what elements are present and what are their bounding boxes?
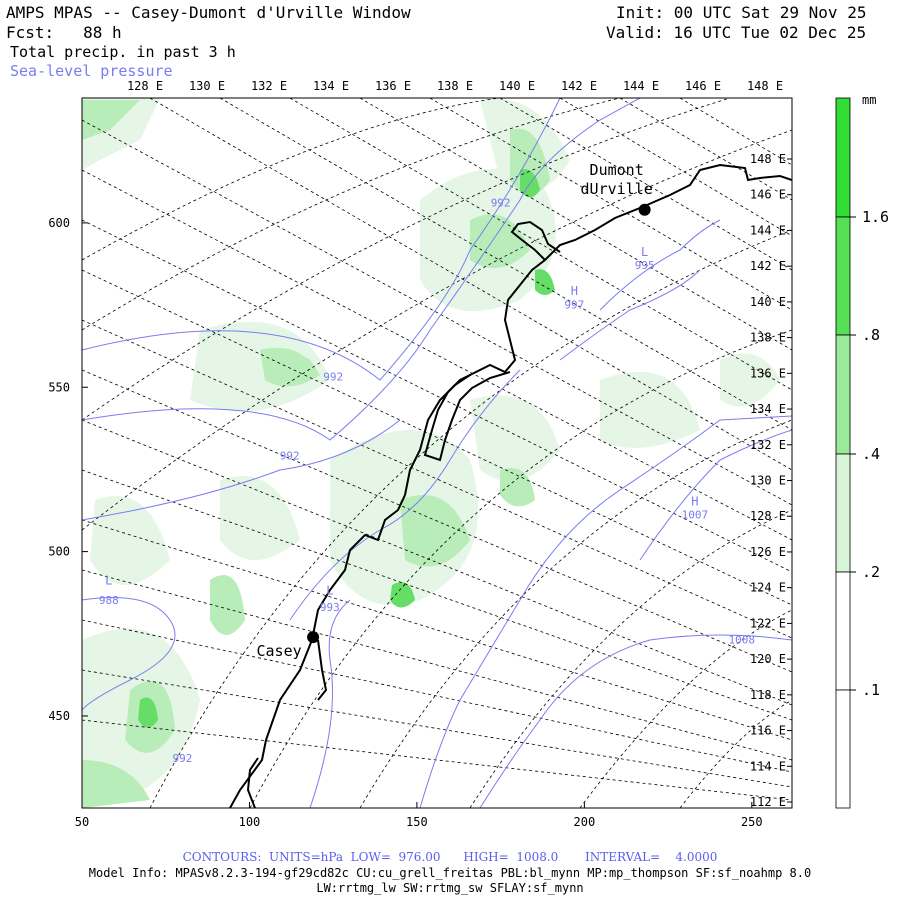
- x-tick-label: 200: [574, 815, 596, 829]
- station-name: Dumont: [590, 161, 644, 179]
- pressure-value-label: 997: [564, 298, 584, 311]
- pressure-labels: 992 992 992 992 993 988 995 997 1007 1008 L L L H H: [99, 196, 755, 765]
- right-lon-label: 142 E: [750, 259, 786, 273]
- right-lon-label: 132 E: [750, 438, 786, 452]
- contour-info: CONTOURS: UNITS=hPa LOW= 976.00 HIGH= 10…: [182, 850, 718, 864]
- coastline: [229, 163, 792, 808]
- right-lon-label: 140 E: [750, 295, 786, 309]
- pressure-value-label: 992: [280, 450, 300, 463]
- station-dot: [638, 203, 651, 216]
- plot-frame: [81, 97, 793, 809]
- pressure-value-label: 1008: [729, 634, 756, 647]
- x-tick-label: 50: [75, 815, 89, 829]
- right-lon-label: 134 E: [750, 402, 786, 416]
- x-tick-label: 150: [406, 815, 428, 829]
- x-tick-label: 100: [239, 815, 261, 829]
- x-axis: 50 100 150 200 250: [75, 802, 763, 829]
- legend-swatch: [835, 453, 851, 573]
- legend-label: .4: [862, 445, 880, 463]
- top-longitude-labels: 128 E 130 E 132 E 134 E 136 E 138 E 140 E 142 E…: [127, 79, 783, 93]
- pressure-center-marker: L: [641, 245, 648, 259]
- right-lon-label: 112 E: [750, 795, 786, 809]
- right-lon-label: 128 E: [750, 509, 786, 523]
- pressure-value-label: 995: [635, 259, 655, 272]
- right-lon-label: 136 E: [750, 366, 786, 380]
- right-longitude-labels: 148 E 146 E 144 E 142 E 140 E 138 E 136 E 134 E…: [750, 152, 792, 809]
- station-dot: [307, 631, 320, 644]
- right-lon-label: 138 E: [750, 331, 786, 345]
- top-lon-label: 144 E: [623, 79, 659, 93]
- forecast-hour: Fcst: 88 h: [6, 23, 122, 42]
- y-tick-label: 600: [48, 216, 70, 230]
- model-info-line2: LW:rrtmg_lw SW:rrtmg_sw SFLAY:sf_mynn: [316, 881, 584, 895]
- top-lon-label: 134 E: [313, 79, 349, 93]
- legend-label: .2: [862, 563, 880, 581]
- right-lon-label: 130 E: [750, 474, 786, 488]
- right-lon-label: 146 E: [750, 188, 786, 202]
- station-name: Casey: [257, 642, 302, 660]
- x-tick-label: 250: [741, 815, 763, 829]
- station-name: dUrville: [581, 180, 653, 198]
- legend-label: .1: [862, 681, 880, 699]
- legend-unit: mm: [862, 93, 876, 107]
- map-title: AMPS MPAS -- Casey-Dumont d'Urville Wind…: [6, 3, 411, 22]
- y-tick-label: 450: [48, 709, 70, 723]
- right-lon-label: 148 E: [750, 152, 786, 166]
- pressure-value-label: 988: [99, 594, 119, 607]
- pressure-contours: [82, 98, 792, 808]
- right-lon-label: 118 E: [750, 688, 786, 702]
- pressure-value-label: 1007: [682, 509, 709, 522]
- y-tick-label: 550: [48, 380, 70, 394]
- pressure-value-label: 992: [173, 752, 193, 765]
- legend-swatch: [835, 689, 851, 809]
- right-lon-label: 120 E: [750, 652, 786, 666]
- pressure-center-marker: L: [105, 573, 112, 587]
- model-info: Model Info: MPASv8.2.3-194-gf29cd82c CU:…: [88, 866, 812, 880]
- pressure-value-label: 993: [320, 601, 340, 614]
- legend-swatch: [835, 571, 851, 691]
- legend-label: .8: [862, 326, 880, 344]
- pressure-value-label: 992: [491, 196, 511, 209]
- pressure-center-marker: H: [691, 495, 698, 509]
- top-lon-label: 136 E: [375, 79, 411, 93]
- pressure-center-marker: L: [326, 583, 333, 597]
- y-axis: 600 550 500 450: [48, 216, 88, 723]
- top-lon-label: 148 E: [747, 79, 783, 93]
- legend-swatch: [835, 216, 851, 336]
- right-lon-label: 114 E: [750, 759, 786, 773]
- legend-label: 1.6: [862, 208, 889, 226]
- color-legend: mm 1.6 .8 .4 .2 .1: [835, 93, 889, 809]
- init-time: Init: 00 UTC Sat 29 Nov 25: [616, 3, 867, 22]
- legend-swatch: [835, 97, 851, 218]
- right-lon-label: 144 E: [750, 223, 786, 237]
- top-lon-label: 140 E: [499, 79, 535, 93]
- right-lon-label: 122 E: [750, 616, 786, 630]
- top-lon-label: 130 E: [189, 79, 225, 93]
- right-lon-label: 116 E: [750, 724, 786, 738]
- precip-shading: [82, 98, 792, 808]
- pressure-value-label: 992: [323, 371, 343, 384]
- top-lon-label: 132 E: [251, 79, 287, 93]
- valid-time: Valid: 16 UTC Tue 02 Dec 25: [606, 23, 867, 42]
- field-title: Total precip. in past 3 h: [10, 43, 236, 61]
- right-lon-label: 124 E: [750, 581, 786, 595]
- top-lon-label: 142 E: [561, 79, 597, 93]
- top-lon-label: 128 E: [127, 79, 163, 93]
- right-lon-label: 126 E: [750, 545, 786, 559]
- y-tick-label: 500: [48, 545, 70, 559]
- top-lon-label: 138 E: [437, 79, 473, 93]
- top-lon-label: 146 E: [685, 79, 721, 93]
- pressure-center-marker: H: [571, 284, 578, 298]
- overlay-title: Sea-level pressure: [10, 62, 173, 80]
- legend-swatch: [835, 334, 851, 455]
